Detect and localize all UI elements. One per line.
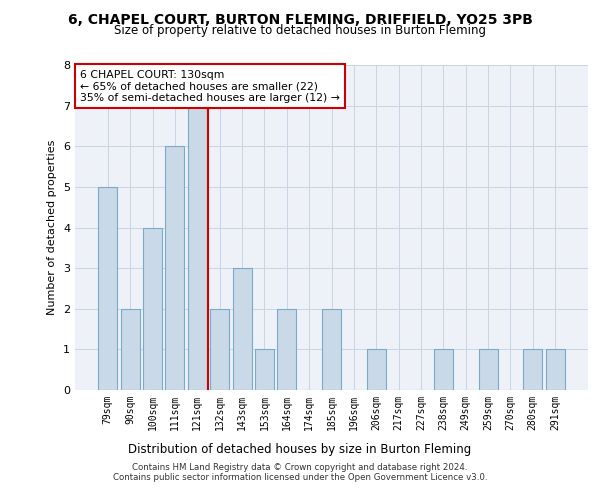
Text: Contains public sector information licensed under the Open Government Licence v3: Contains public sector information licen… — [113, 472, 487, 482]
Bar — [322, 308, 341, 390]
Bar — [479, 350, 497, 390]
Bar — [277, 308, 296, 390]
Bar — [166, 146, 184, 390]
Text: Contains HM Land Registry data © Crown copyright and database right 2024.: Contains HM Land Registry data © Crown c… — [132, 462, 468, 471]
Bar — [121, 308, 140, 390]
Bar — [210, 308, 229, 390]
Bar — [98, 187, 118, 390]
Bar — [233, 268, 251, 390]
Bar — [143, 228, 162, 390]
Bar — [434, 350, 453, 390]
Text: Size of property relative to detached houses in Burton Fleming: Size of property relative to detached ho… — [114, 24, 486, 37]
Y-axis label: Number of detached properties: Number of detached properties — [47, 140, 58, 315]
Bar — [367, 350, 386, 390]
Text: Distribution of detached houses by size in Burton Fleming: Distribution of detached houses by size … — [128, 442, 472, 456]
Bar — [255, 350, 274, 390]
Text: 6, CHAPEL COURT, BURTON FLEMING, DRIFFIELD, YO25 3PB: 6, CHAPEL COURT, BURTON FLEMING, DRIFFIE… — [68, 12, 532, 26]
Bar — [545, 350, 565, 390]
Text: 6 CHAPEL COURT: 130sqm
← 65% of detached houses are smaller (22)
35% of semi-det: 6 CHAPEL COURT: 130sqm ← 65% of detached… — [80, 70, 340, 103]
Bar — [523, 350, 542, 390]
Bar — [188, 106, 207, 390]
